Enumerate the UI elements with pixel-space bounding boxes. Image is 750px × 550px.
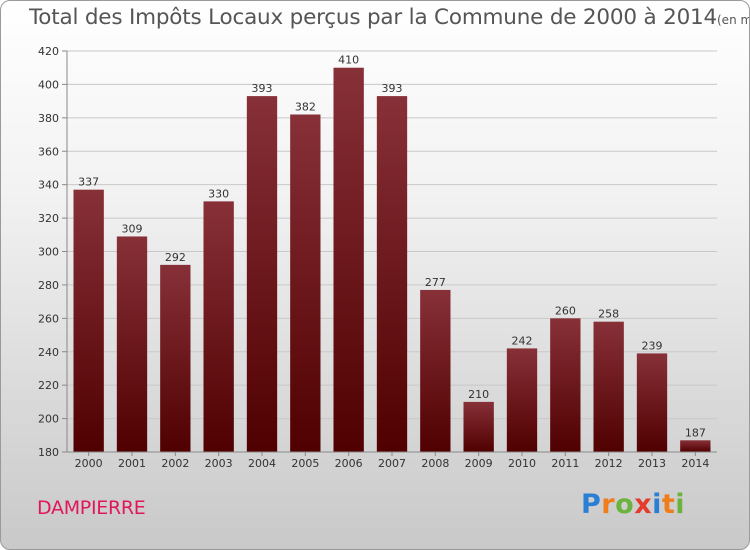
bar xyxy=(463,401,494,452)
y-tick-label: 200 xyxy=(38,413,59,426)
bar-value-label: 258 xyxy=(598,308,619,321)
bar xyxy=(203,201,234,452)
bar-value-label: 239 xyxy=(642,339,663,352)
y-tick-label: 420 xyxy=(38,45,59,58)
y-tick-label: 320 xyxy=(38,212,59,225)
x-tick-label: 2004 xyxy=(248,457,276,470)
bar xyxy=(680,440,711,452)
x-tick-label: 2007 xyxy=(378,457,406,470)
bar-value-label: 337 xyxy=(78,176,99,189)
logo-letter: r xyxy=(601,489,616,520)
bar xyxy=(550,318,581,452)
bar-value-label: 330 xyxy=(208,187,229,200)
x-tick-label: 2000 xyxy=(75,457,103,470)
logo-letter: P xyxy=(581,489,602,520)
y-tick-label: 240 xyxy=(38,346,59,359)
y-tick-label: 180 xyxy=(38,446,59,459)
x-tick-label: 2014 xyxy=(681,457,709,470)
axis-layer: 180 200 220 240 260 280 300 320 340 360 380 400 420 2… xyxy=(38,45,717,470)
logo-letter: i xyxy=(652,489,662,520)
x-tick-label: 2002 xyxy=(161,457,189,470)
bar-value-label: 309 xyxy=(122,222,143,235)
bar-value-label: 260 xyxy=(555,304,576,317)
y-tick-label: 300 xyxy=(38,246,59,259)
bar-value-label: 277 xyxy=(425,276,446,289)
bar-value-label: 210 xyxy=(468,388,489,401)
x-tick-label: 2005 xyxy=(291,457,319,470)
x-tick-label: 2001 xyxy=(118,457,146,470)
logo-letter: i xyxy=(675,489,686,520)
bar xyxy=(376,96,408,453)
x-tick-label: 2013 xyxy=(638,457,666,470)
bar-value-label: 393 xyxy=(382,82,403,95)
x-tick-label: 2003 xyxy=(205,457,233,470)
bar xyxy=(246,96,278,453)
bar xyxy=(290,114,321,452)
x-tick-label: 2011 xyxy=(551,457,579,470)
bar xyxy=(506,348,538,452)
bar xyxy=(116,236,148,452)
bar-value-label: 410 xyxy=(338,54,359,67)
bar xyxy=(160,264,191,452)
x-tick-label: 2006 xyxy=(335,457,363,470)
bar-value-label: 187 xyxy=(685,426,706,439)
commune-name: DAMPIERRE xyxy=(37,497,146,519)
bar-value-label: 242 xyxy=(512,334,533,347)
bar-value-label: 382 xyxy=(295,100,316,113)
chart-title: Total des Impôts Locaux perçus par la Co… xyxy=(29,5,749,30)
y-tick-label: 220 xyxy=(38,379,59,392)
y-tick-label: 360 xyxy=(38,145,59,158)
bar xyxy=(636,353,668,452)
logo-letter: o xyxy=(615,489,635,520)
logo-letter: x xyxy=(634,489,653,520)
chart-unit: (en milliers d'€) xyxy=(717,13,749,27)
x-tick-label: 2012 xyxy=(595,457,623,470)
proxiti-logo[interactable]: Proxiti xyxy=(581,489,685,520)
y-tick-label: 400 xyxy=(38,78,59,91)
bar-value-label: 393 xyxy=(252,82,273,95)
bar xyxy=(420,289,451,452)
bar xyxy=(73,189,104,452)
bar-value-label: 292 xyxy=(165,251,186,264)
bar xyxy=(593,321,624,452)
y-tick-label: 280 xyxy=(38,279,59,292)
bar xyxy=(333,67,364,452)
y-tick-label: 380 xyxy=(38,112,59,125)
chart-title-text: Total des Impôts Locaux perçus par la Co… xyxy=(29,5,717,30)
y-tick-label: 340 xyxy=(38,179,59,192)
x-tick-label: 2008 xyxy=(421,457,449,470)
x-tick-label: 2010 xyxy=(508,457,536,470)
logo-letter: t xyxy=(661,489,676,520)
bars-layer: 337 309 292 330 393 382 410 393 277 210 242 260 258 2… xyxy=(73,54,711,453)
x-tick-label: 2009 xyxy=(465,457,493,470)
y-tick-label: 260 xyxy=(38,312,59,325)
